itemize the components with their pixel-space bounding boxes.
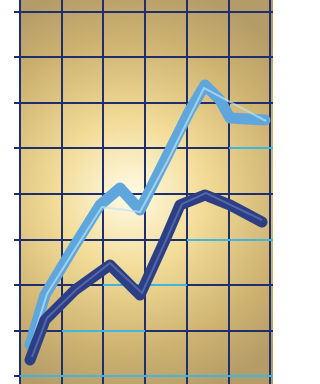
illustration <box>0 0 273 384</box>
page <box>0 0 320 384</box>
